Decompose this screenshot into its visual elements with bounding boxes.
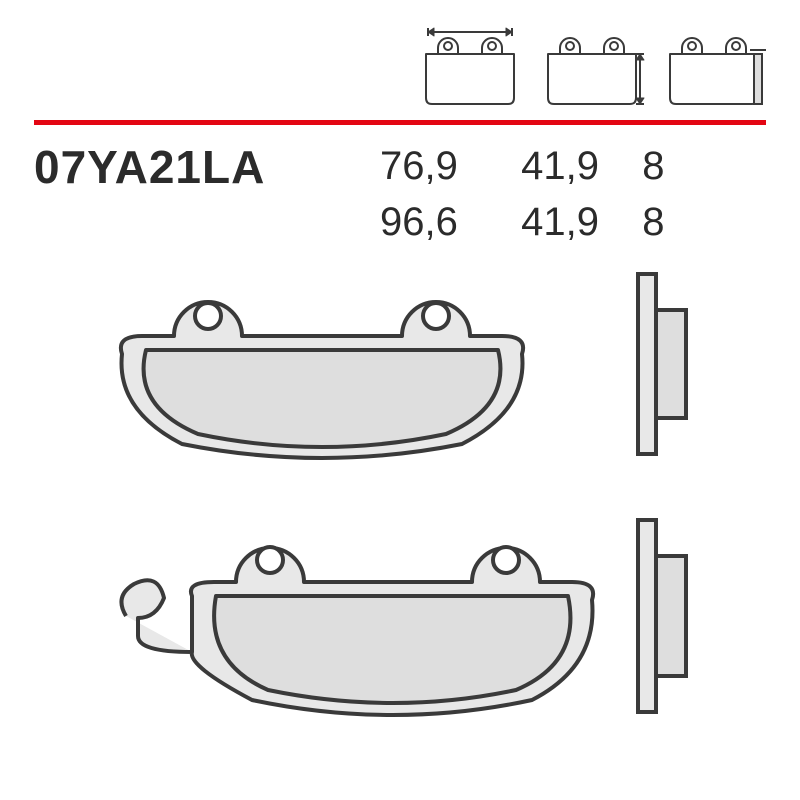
brake-pad-side-1: [634, 270, 694, 458]
spec-sheet: 07YA21LA 76,9 41,9 8 96,6 41,9 8: [0, 0, 800, 800]
dimension-row-1: 76,9 41,9 8: [380, 144, 692, 189]
dim-width: 76,9: [380, 144, 510, 189]
part-number: 07YA21LA: [34, 140, 265, 194]
dim-width: 96,6: [380, 200, 510, 245]
dim-height: 41,9: [521, 200, 631, 245]
brake-pad-front-2: [112, 522, 602, 712]
header-icon-thickness: [664, 24, 764, 106]
header-icon-height: [542, 24, 642, 106]
dimension-row-2: 96,6 41,9 8: [380, 200, 692, 245]
header-icon-width: [420, 24, 520, 106]
section-divider: [34, 120, 766, 125]
dim-thickness: 8: [642, 200, 692, 245]
dim-height: 41,9: [521, 144, 631, 189]
brake-pad-front-1: [112, 278, 532, 454]
dim-thickness: 8: [642, 144, 692, 189]
brake-pad-side-2: [634, 516, 694, 716]
